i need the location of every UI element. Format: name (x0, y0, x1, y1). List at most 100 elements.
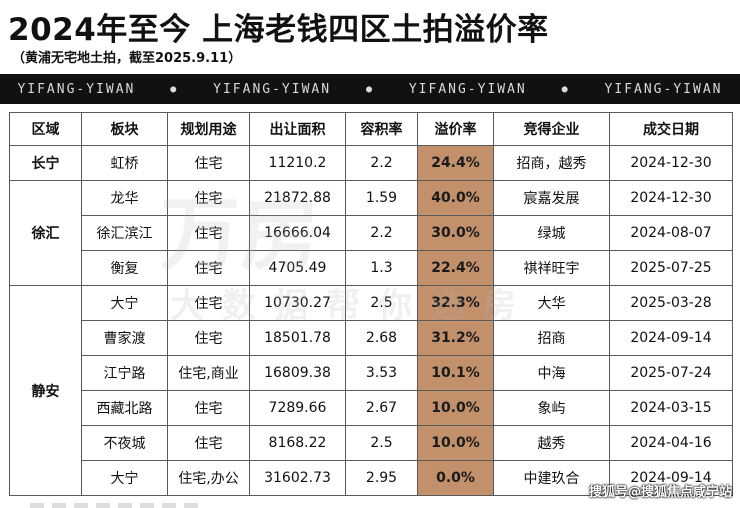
winner-cell: 宸嘉发展 (493, 180, 610, 216)
far-cell: 1.59 (345, 180, 418, 216)
column-header: 板块 (81, 112, 168, 146)
usage-cell: 住宅 (167, 145, 250, 181)
table-row: 江宁路 住宅,商业 16809.38 3.53 10.1% 中海 2025-07-24 (10, 355, 733, 391)
usage-cell: 住宅,商业 (167, 355, 250, 391)
winner-cell: 大华 (493, 285, 610, 321)
area-cell: 21872.88 (249, 180, 346, 216)
deal-date-cell: 2024-08-07 (609, 215, 733, 251)
area-cell: 7289.66 (249, 390, 346, 426)
band-text: YIFANG-YIWAN (604, 81, 723, 97)
dot-icon: ● (365, 83, 374, 95)
winner-cell: 中建玖合 (493, 460, 610, 496)
band-text: YIFANG-YIWAN (213, 81, 332, 97)
table-row: 徐汇 龙华 住宅 21872.88 1.59 40.0% 宸嘉发展 2024-12-30 (9, 180, 733, 286)
brand-band: YIFANG-YIWAN ● YIFANG-YIWAN ● YIFANG-YIW… (0, 74, 740, 104)
column-header: 规划用途 (167, 112, 250, 146)
deal-date-cell: 2024-04-16 (609, 425, 733, 461)
district-cell: 长宁 (9, 145, 82, 181)
premium-rate-cell: 10.0% (417, 390, 494, 426)
area-cell: 4705.49 (249, 250, 346, 286)
premium-rate-cell: 10.0% (417, 425, 494, 461)
area-cell: 10730.27 (249, 285, 346, 321)
far-cell: 2.2 (345, 215, 418, 251)
district-cell: 徐汇 (9, 180, 82, 286)
table-row: 徐汇滨江 住宅 16666.04 2.2 30.0% 绿城 2024-08-07 (10, 215, 733, 251)
source-credit: 搜狐号@搜狐焦点咸宁站 (588, 485, 732, 500)
band-text: YIFANG-YIWAN (17, 81, 136, 97)
usage-cell: 住宅 (167, 390, 250, 426)
premium-rate-cell: 32.3% (417, 285, 494, 321)
block-cell: 江宁路 (81, 355, 168, 391)
far-cell: 2.67 (345, 390, 418, 426)
block-cell: 龙华 (81, 180, 168, 216)
premium-rate-cell: 24.4% (417, 145, 494, 181)
premium-rate-cell: 30.0% (417, 215, 494, 251)
far-cell: 2.5 (345, 425, 418, 461)
column-header: 区域 (9, 112, 82, 146)
area-cell: 31602.73 (249, 460, 346, 496)
column-header: 容积率 (345, 112, 418, 146)
table-row: 大宁 住宅,办公 31602.73 2.95 0.0% 中建玖合 2024-09-14 (10, 460, 733, 496)
block-cell: 衡复 (81, 250, 168, 286)
district-cell: 静安 (9, 285, 82, 496)
table-row: 衡复 住宅 4705.49 1.3 22.4% 祺祥旺宇 2025-07-25 (10, 250, 733, 286)
block-cell: 大宁 (81, 285, 168, 321)
area-cell: 11210.2 (249, 145, 346, 181)
usage-cell: 住宅 (167, 180, 250, 216)
deal-date-cell: 2025-07-25 (609, 250, 733, 286)
table-row: 静安 大宁 住宅 10730.27 2.5 32.3% 大华 2025-03-28 (9, 285, 733, 496)
column-header: 竞得企业 (493, 112, 610, 146)
far-cell: 2.2 (345, 145, 418, 181)
page-title: 2024年至今 上海老钱四区土拍溢价率 (8, 12, 549, 48)
far-cell: 2.5 (345, 285, 418, 321)
block-cell: 徐汇滨江 (81, 215, 168, 251)
usage-cell: 住宅 (167, 285, 250, 321)
table-row: 西藏北路 住宅 7289.66 2.67 10.0% 象屿 2024-03-15 (10, 390, 733, 426)
deal-date-cell: 2025-07-24 (609, 355, 733, 391)
table-row: 曹家渡 住宅 18501.78 2.68 31.2% 招商 2024-09-14 (10, 320, 733, 356)
far-cell: 3.53 (345, 355, 418, 391)
column-header: 出让面积 (249, 112, 346, 146)
winner-cell: 象屿 (493, 390, 610, 426)
deal-date-cell: 2024-09-14 (609, 320, 733, 356)
dot-icon: ● (561, 83, 570, 95)
winner-cell: 招商，越秀 (493, 145, 610, 181)
block-cell: 大宁 (81, 460, 168, 496)
premium-rate-cell: 10.1% (417, 355, 494, 391)
deal-date-cell: 2024-12-30 (609, 145, 733, 181)
usage-cell: 住宅 (167, 425, 250, 461)
area-cell: 8168.22 (249, 425, 346, 461)
column-header: 溢价率 (417, 112, 494, 146)
deal-date-cell: 2025-03-28 (609, 285, 733, 321)
premium-rate-cell: 0.0% (417, 460, 494, 496)
table-header-row: 区域 板块 规划用途 出让面积 容积率 溢价率 竞得企业 成交日期 (9, 112, 733, 146)
page-subtitle: （黄浦无宅地土拍，截至2025.9.11） (12, 51, 242, 66)
far-cell: 2.68 (345, 320, 418, 356)
premium-rate-cell: 22.4% (417, 250, 494, 286)
column-header: 成交日期 (609, 112, 733, 146)
land-auction-table: 区域 板块 规划用途 出让面积 容积率 溢价率 竞得企业 成交日期 长宁 虹桥 住宅 11210.2… (9, 112, 733, 496)
area-cell: 18501.78 (249, 320, 346, 356)
table-row: 不夜城 住宅 8168.22 2.5 10.0% 越秀 2024-04-16 (10, 425, 733, 461)
usage-cell: 住宅 (167, 215, 250, 251)
usage-cell: 住宅,办公 (167, 460, 250, 496)
winner-cell: 招商 (493, 320, 610, 356)
usage-cell: 住宅 (167, 250, 250, 286)
area-cell: 16666.04 (249, 215, 346, 251)
block-cell: 西藏北路 (81, 390, 168, 426)
deal-date-cell: 2024-09-14 (609, 460, 733, 496)
block-cell: 曹家渡 (81, 320, 168, 356)
dot-icon: ● (170, 83, 179, 95)
table-row: 长宁 虹桥 住宅 11210.2 2.2 24.4% 招商，越秀 2024-12-30 (9, 145, 733, 181)
deal-date-cell: 2024-03-15 (609, 390, 733, 426)
far-cell: 2.95 (345, 460, 418, 496)
premium-rate-cell: 31.2% (417, 320, 494, 356)
winner-cell: 中海 (493, 355, 610, 391)
cropped-text-row (30, 498, 290, 508)
block-cell: 不夜城 (81, 425, 168, 461)
winner-cell: 越秀 (493, 425, 610, 461)
far-cell: 1.3 (345, 250, 418, 286)
block-cell: 虹桥 (81, 145, 168, 181)
deal-date-cell: 2024-12-30 (609, 180, 733, 216)
usage-cell: 住宅 (167, 320, 250, 356)
